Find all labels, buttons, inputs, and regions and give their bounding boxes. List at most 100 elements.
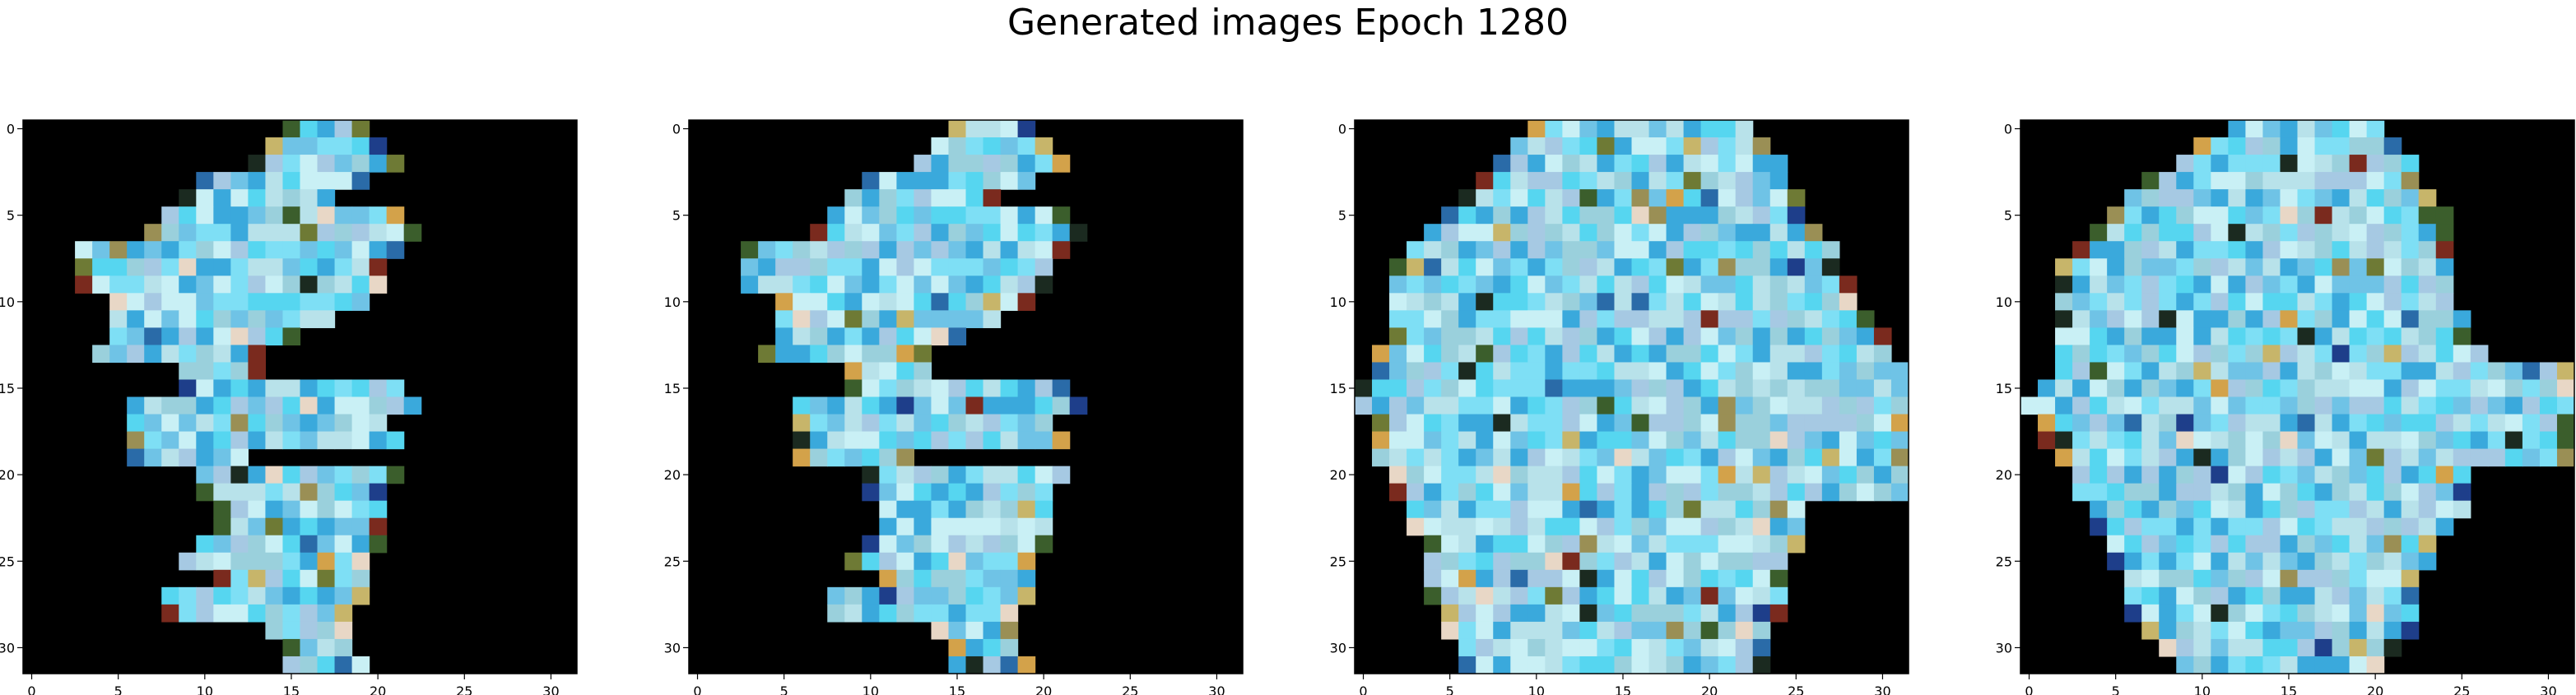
pixel-cell bbox=[2401, 431, 2420, 450]
pixel-cell bbox=[2470, 362, 2489, 381]
pixel-cell bbox=[1476, 241, 1494, 259]
pixel-cell bbox=[317, 552, 336, 571]
pixel-cell bbox=[2470, 448, 2489, 467]
pixel-cell bbox=[282, 293, 301, 311]
pixel-cell bbox=[1493, 604, 1511, 623]
pixel-cell bbox=[1017, 396, 1036, 415]
pixel-cell bbox=[317, 466, 336, 484]
pixel-cell bbox=[2159, 483, 2177, 502]
x-tick-label: 30 bbox=[2540, 683, 2556, 695]
pixel-cell bbox=[827, 586, 845, 605]
pixel-cell bbox=[810, 396, 828, 415]
pixel-cell bbox=[213, 258, 231, 276]
pixel-cell bbox=[1389, 310, 1407, 328]
pixel-cell bbox=[386, 396, 405, 415]
pixel-cell bbox=[2159, 586, 2177, 605]
pixel-cell bbox=[1510, 656, 1528, 674]
pixel-cell bbox=[282, 569, 301, 588]
pixel-cell bbox=[213, 535, 231, 554]
pixel-cell bbox=[879, 396, 897, 415]
pixel-cell bbox=[1648, 552, 1667, 571]
pixel-cell bbox=[2193, 414, 2211, 433]
pixel-cell bbox=[896, 241, 915, 259]
pixel-cell bbox=[300, 189, 319, 207]
pixel-cell bbox=[1769, 345, 1788, 364]
pixel-cell bbox=[2366, 379, 2385, 398]
pixel-cell bbox=[127, 414, 145, 433]
pixel-cell bbox=[1735, 327, 1754, 346]
pixel-cell bbox=[1597, 552, 1616, 571]
pixel-cell bbox=[931, 137, 950, 155]
pixel-cell bbox=[2401, 345, 2420, 364]
pixel-cell bbox=[248, 362, 267, 381]
pixel-cell bbox=[2383, 569, 2402, 588]
pixel-cell bbox=[2141, 500, 2160, 519]
pixel-cell bbox=[983, 517, 1002, 536]
pixel-cell bbox=[1527, 379, 1546, 398]
pixel-cell bbox=[2314, 535, 2333, 554]
pixel-cell bbox=[2401, 535, 2420, 554]
pixel-cell bbox=[1597, 483, 1616, 502]
pixel-cell bbox=[351, 431, 370, 450]
pixel-cell bbox=[2401, 414, 2420, 433]
pixel-cell bbox=[2539, 396, 2558, 415]
pixel-cell bbox=[2262, 656, 2281, 674]
pixel-cell bbox=[2297, 414, 2316, 433]
pixel-cell bbox=[2366, 517, 2385, 536]
pixel-cell bbox=[2193, 396, 2211, 415]
pixel-cell bbox=[2332, 569, 2350, 588]
pixel-cell bbox=[1562, 310, 1581, 328]
pixel-cell bbox=[2193, 362, 2211, 381]
pixel-cell bbox=[1735, 172, 1754, 190]
pixel-cell bbox=[1787, 310, 1806, 328]
pixel-cell bbox=[1821, 258, 1840, 276]
pixel-cell bbox=[2090, 431, 2108, 450]
pixel-cell bbox=[1052, 206, 1071, 225]
pixel-cell bbox=[2314, 137, 2333, 155]
pixel-cell bbox=[2159, 569, 2177, 588]
pixel-cell bbox=[1562, 414, 1581, 433]
pixel-cell bbox=[2349, 137, 2368, 155]
pixel-cell bbox=[2193, 172, 2211, 190]
pixel-cell bbox=[213, 310, 231, 328]
pixel-cell bbox=[2141, 224, 2160, 242]
pixel-cell bbox=[351, 656, 370, 674]
pixel-cell bbox=[948, 517, 967, 536]
pixel-cell bbox=[2349, 569, 2368, 588]
pixel-cell bbox=[1718, 155, 1737, 173]
pixel-cell bbox=[1683, 500, 1702, 519]
pixel-cell bbox=[2401, 500, 2420, 519]
pixel-cell bbox=[1017, 483, 1036, 502]
axes-frame bbox=[688, 119, 1244, 674]
pixel-cell bbox=[1666, 621, 1685, 640]
pixel-cell bbox=[1458, 345, 1476, 364]
pixel-cell bbox=[1597, 224, 1616, 242]
pixel-cell bbox=[230, 206, 249, 225]
pixel-cell bbox=[1700, 466, 1719, 484]
pixel-cell bbox=[282, 258, 301, 276]
pixel-cell bbox=[914, 206, 932, 225]
pixel-cell bbox=[1683, 120, 1702, 138]
pixel-cell bbox=[1000, 120, 1019, 138]
pixel-cell bbox=[1545, 379, 1563, 398]
pixel-cell bbox=[2245, 414, 2264, 433]
pixel-cell bbox=[2228, 500, 2247, 519]
pixel-cell bbox=[2314, 224, 2333, 242]
pixel-cell bbox=[1562, 137, 1581, 155]
pixel-cell bbox=[1614, 396, 1633, 415]
pixel-cell bbox=[983, 172, 1002, 190]
pixel-cell bbox=[2176, 293, 2194, 311]
pixel-cell bbox=[196, 345, 214, 364]
pixel-cell bbox=[1752, 345, 1771, 364]
pixel-cell bbox=[1752, 414, 1771, 433]
pixel-cell bbox=[2107, 293, 2125, 311]
pixel-cell bbox=[2124, 604, 2142, 623]
pixel-cell bbox=[2141, 362, 2160, 381]
pixel-cell bbox=[2159, 189, 2177, 207]
pixel-cell bbox=[248, 586, 267, 605]
pixel-cell bbox=[317, 172, 336, 190]
pixel-cell bbox=[1476, 586, 1494, 605]
pixel-cell bbox=[351, 258, 370, 276]
x-tick-label: 20 bbox=[1701, 683, 1718, 695]
x-tick-label: 5 bbox=[1446, 683, 1454, 695]
